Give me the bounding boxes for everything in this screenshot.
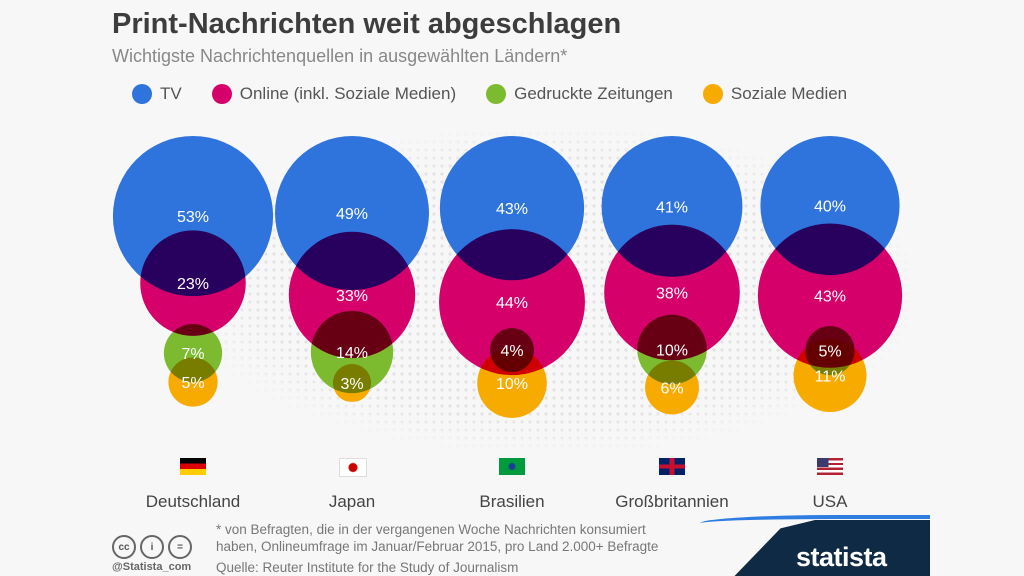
legend: TV Online (inkl. Soziale Medien) Gedruckte… <box>132 84 847 104</box>
data-label-tv-großbritannien: 41% <box>656 199 688 216</box>
cc-icon: cc <box>112 535 136 559</box>
data-label-online-brasilien: 44% <box>496 295 528 312</box>
flag-de-icon <box>180 458 206 475</box>
data-label-social-usa: 11% <box>815 369 846 386</box>
data-label-online-japan: 33% <box>336 288 368 305</box>
country-label: Deutschland <box>145 492 241 511</box>
footnote-line-1: * von Befragten, die in der vergangenen … <box>216 522 646 537</box>
legend-label: Online (inkl. Soziale Medien) <box>239 84 457 103</box>
no-derivatives-icon: = <box>168 535 192 559</box>
bubble-social-brasilien <box>477 348 547 418</box>
legend-label: Soziale Medien <box>730 84 848 103</box>
legend-label: Gedruckte Zeitungen <box>514 84 673 103</box>
bubble-print-großbritannien <box>637 314 707 385</box>
license-icons: cc i = <box>112 535 192 559</box>
data-label-social-großbritannien: 6% <box>660 380 683 397</box>
data-label-tv-brasilien: 43% <box>496 201 528 218</box>
bubble-online-usa <box>757 223 903 368</box>
footnote-line-2: haben, Onlineumfrage im Januar/Februar 2… <box>216 539 659 554</box>
flag-br-icon <box>499 458 525 475</box>
bubble-print-japan <box>310 310 394 394</box>
legend-dot <box>211 84 232 104</box>
chart-title: Print-Nachrichten weit abgeschlagen <box>112 8 622 40</box>
legend-dot <box>702 84 723 104</box>
data-label-print-japan: 14% <box>336 345 368 362</box>
bubble-social-deutschland <box>168 357 218 407</box>
bubble-online-brasilien <box>439 229 585 376</box>
data-label-tv-usa: 40% <box>814 199 846 216</box>
bubble-social-großbritannien <box>645 360 699 415</box>
legend-dot <box>132 84 152 104</box>
legend-item-online: Online (inkl. Soziale Medien) <box>211 84 457 104</box>
twitter-handle: @Statista_com <box>112 561 192 573</box>
country-label: Japan <box>328 492 376 511</box>
data-label-online-großbritannien: 38% <box>656 285 688 302</box>
chart-subtitle: Wichtigste Nachrichtenquellen in ausgewä… <box>112 46 568 66</box>
data-label-social-japan: 3% <box>340 376 363 393</box>
flag-us-icon <box>817 458 843 475</box>
bubble-social-usa <box>793 339 867 413</box>
legend-item-tv: TV <box>132 84 182 104</box>
data-label-print-usa: 5% <box>818 344 841 361</box>
bubble-online-deutschland <box>140 230 246 336</box>
data-label-print-großbritannien: 10% <box>656 342 688 359</box>
source: Quelle: Reuter Institute for the Study o… <box>216 560 519 575</box>
legend-dot <box>486 84 507 104</box>
legend-label: TV <box>160 84 182 103</box>
attribution-icon: i <box>140 535 164 559</box>
data-label-tv-deutschland: 53% <box>177 209 209 226</box>
data-label-social-brasilien: 10% <box>496 376 528 393</box>
bubble-online-großbritannien <box>604 224 740 361</box>
bubble-social-japan <box>332 363 372 403</box>
country-label: USA <box>812 492 848 511</box>
data-label-print-deutschland: 7% <box>181 346 204 363</box>
flag-jp-icon <box>339 458 367 477</box>
data-label-print-brasilien: 4% <box>500 343 523 360</box>
statista-logo[interactable]: statista <box>796 542 887 572</box>
legend-item-print: Gedruckte Zeitungen <box>486 84 673 104</box>
data-label-social-deutschland: 5% <box>181 375 204 392</box>
flag-gb-icon <box>659 458 685 475</box>
data-label-tv-japan: 49% <box>336 206 368 223</box>
data-label-online-deutschland: 23% <box>177 276 209 293</box>
logo-accent <box>700 515 930 529</box>
country-label: Großbritannien <box>615 492 729 511</box>
data-label-online-usa: 43% <box>814 289 846 306</box>
legend-item-social: Soziale Medien <box>702 84 848 104</box>
country-label: Brasilien <box>479 492 545 511</box>
